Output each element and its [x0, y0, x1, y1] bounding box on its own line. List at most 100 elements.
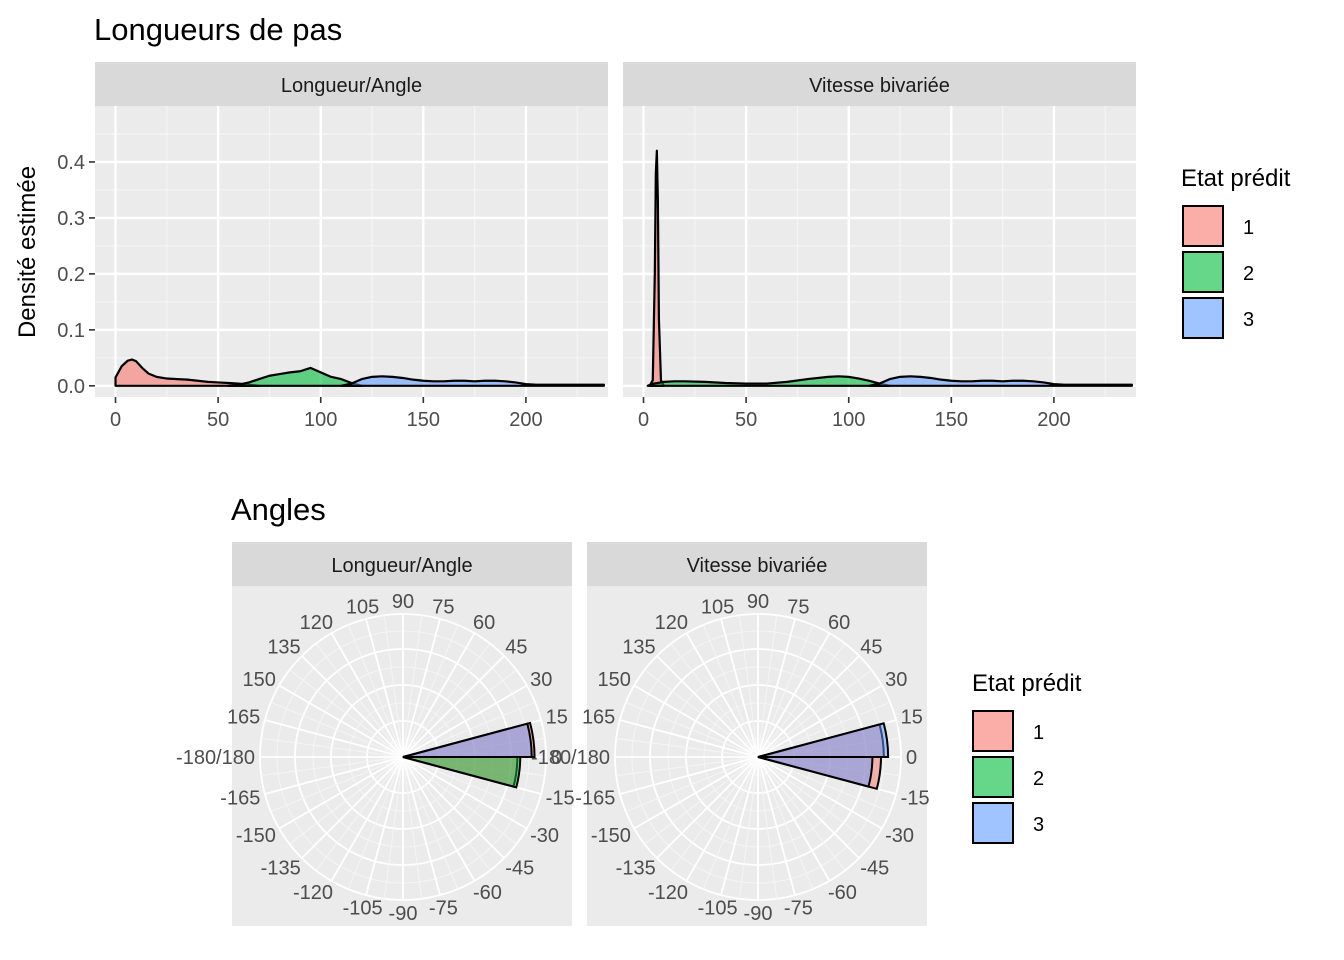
polar-spoke	[656, 655, 759, 758]
polar-bar-state-3	[757, 756, 874, 788]
legend-key-state-1	[972, 710, 1014, 752]
x-tick-label: 200	[1037, 409, 1070, 431]
angle-tick-label: 60	[828, 612, 850, 634]
angle-tick-label: 60	[473, 612, 495, 634]
angle-tick-label: -165	[575, 787, 615, 809]
polar-spoke	[402, 615, 423, 758]
polar-spoke	[644, 756, 759, 845]
angle-tick-label: 15	[901, 707, 923, 729]
polar-spoke	[301, 655, 404, 758]
x-tick-label: 100	[304, 409, 337, 431]
facet-strip-label: Vitesse bivariée	[809, 75, 950, 97]
polar-spoke	[402, 684, 528, 758]
polar-spoke	[619, 719, 759, 758]
legend-label: 2	[1243, 263, 1254, 285]
polar-spoke	[757, 632, 831, 758]
angle-tick-label: 75	[432, 596, 454, 618]
angle-tick-label: -165	[220, 787, 260, 809]
angle-tick-label: -15	[546, 787, 575, 809]
density-area-state-2	[646, 375, 891, 387]
panel-background	[623, 106, 1136, 397]
polar-spoke	[625, 756, 759, 813]
polar-spoke	[757, 669, 872, 758]
polar-spoke	[289, 756, 404, 845]
angle-tick-label: -90	[744, 903, 773, 925]
polar-spoke	[402, 669, 517, 758]
polar-spoke	[402, 756, 491, 871]
polar-spoke	[289, 669, 404, 758]
panel-vitesse-bivariee-polar: Vitesse bivariée015304560759010512013515…	[531, 542, 930, 926]
legend-key-state-1	[1182, 205, 1224, 247]
polar-spoke	[330, 632, 404, 758]
facet-strip	[623, 62, 1136, 106]
angle-tick-label: 30	[530, 669, 552, 691]
polar-spoke	[757, 643, 846, 758]
polar-spoke	[702, 756, 759, 890]
polar-spoke	[402, 632, 476, 758]
x-tick-label: 0	[638, 409, 649, 431]
density-area-state-1	[114, 358, 261, 387]
panel-background	[95, 106, 608, 397]
polar-spoke	[757, 756, 883, 830]
angle-tick-label: -120	[293, 882, 333, 904]
top-y-axis-label: Densité estimée	[14, 166, 41, 338]
y-tick-label: 0.3	[57, 208, 85, 230]
y-tick-label: 0.2	[57, 264, 85, 286]
polar-spoke	[402, 756, 441, 896]
polar-spoke	[330, 756, 404, 882]
y-tick-label: 0.0	[57, 376, 85, 398]
angle-tick-label: -75	[784, 898, 813, 920]
panel-vitesse-bivariee-density: Vitesse bivariée 0 50 100 150 200	[623, 62, 1136, 431]
bottom-title: Angles	[231, 492, 326, 527]
polar-spoke	[670, 756, 759, 871]
polar-spoke	[757, 756, 860, 859]
y-tick-label: 0.4	[57, 152, 85, 174]
angle-tick-label: -135	[616, 857, 656, 879]
facet-strip	[95, 62, 608, 106]
panel-longueur-angle-density: Longueur/Angle 0 50 100 150 200 0.0 0.1 0.2 0.3 0.…	[57, 62, 608, 431]
polar-spoke	[365, 618, 404, 758]
angle-tick-label: 135	[622, 637, 655, 659]
polar-spoke	[402, 756, 459, 890]
polar-spoke	[402, 655, 505, 758]
x-tick-label: 100	[832, 409, 865, 431]
polar-spoke	[757, 624, 814, 758]
polar-spoke	[757, 618, 796, 758]
polar-spoke	[720, 756, 759, 896]
polar-spoke	[270, 756, 404, 813]
polar-spoke	[757, 756, 846, 871]
x-tick-label: 150	[935, 409, 968, 431]
polar-spoke	[738, 756, 759, 899]
polar-spoke	[625, 701, 759, 758]
angle-tick-label: 165	[227, 707, 260, 729]
polar-spoke	[402, 624, 459, 758]
polar-spoke	[402, 756, 517, 845]
polar-spoke	[315, 756, 404, 871]
polar-spoke	[757, 615, 778, 758]
polar-spoke	[616, 756, 759, 777]
angle-tick-label: -15	[901, 787, 930, 809]
polar-spoke	[757, 756, 831, 882]
angle-tick-label: 75	[787, 596, 809, 618]
panel-longueur-angle-polar: Longueur/Angle01530456075901051201351501…	[176, 542, 575, 926]
polar-spoke	[619, 756, 759, 795]
bottom-legend: Etat prédit 1 2 3	[972, 670, 1082, 844]
angle-tick-label: -30	[885, 825, 914, 847]
polar-spoke	[702, 624, 759, 758]
facet-strip-label: Longueur/Angle	[281, 75, 422, 97]
density-area-state-2	[227, 366, 363, 387]
legend-key-state-3	[1182, 297, 1224, 339]
polar-spoke	[383, 756, 404, 899]
angle-tick-label: -135	[261, 857, 301, 879]
angle-tick-label: -105	[343, 898, 383, 920]
x-tick-label: 50	[735, 409, 757, 431]
angle-tick-label: -180/180	[176, 747, 255, 769]
polar-spoke	[757, 756, 778, 899]
polar-spoke	[757, 756, 814, 890]
legend-label: 3	[1033, 814, 1044, 836]
angle-tick-label: -90	[389, 903, 418, 925]
polar-spoke	[757, 756, 891, 813]
polar-spoke	[402, 756, 423, 899]
polar-bar-state-2	[402, 756, 522, 789]
